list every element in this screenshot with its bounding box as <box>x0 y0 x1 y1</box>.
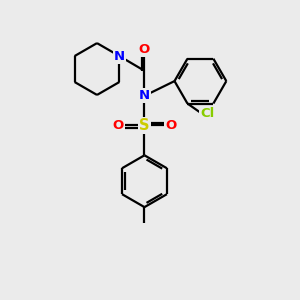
Text: N: N <box>139 89 150 102</box>
Text: Cl: Cl <box>200 107 214 120</box>
Text: O: O <box>165 119 177 132</box>
Text: O: O <box>112 119 124 132</box>
Text: S: S <box>139 118 150 133</box>
Text: N: N <box>114 50 125 63</box>
Text: O: O <box>139 43 150 56</box>
